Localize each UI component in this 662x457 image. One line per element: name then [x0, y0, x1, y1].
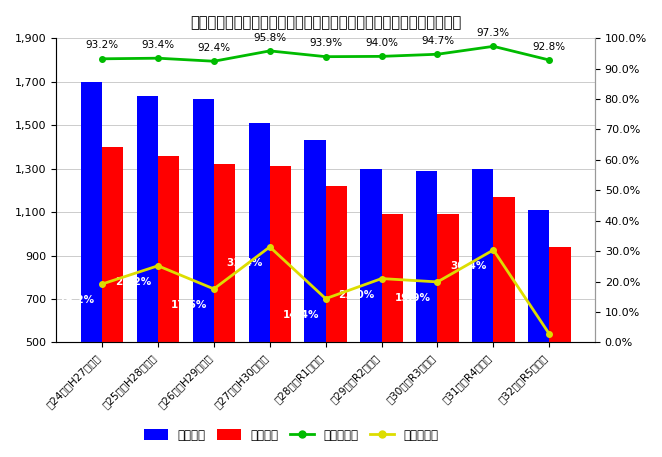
Bar: [416, 171, 438, 451]
Bar: [360, 169, 381, 451]
既卒合格率: [545, 331, 553, 337]
新卒合格率: [434, 52, 442, 57]
新卒合格率: [266, 48, 274, 53]
新卒合格率: [98, 56, 106, 62]
既卒合格率: [377, 276, 385, 282]
既卒合格率: [210, 286, 218, 292]
Text: 25.2%: 25.2%: [115, 277, 151, 287]
新卒合格率: [545, 57, 553, 63]
Text: 2.8%: 2.8%: [510, 345, 539, 355]
Text: 93.2%: 93.2%: [85, 41, 118, 50]
新卒合格率: [322, 54, 330, 59]
Line: 既卒合格率: 既卒合格率: [99, 244, 552, 337]
Bar: [326, 186, 347, 451]
Bar: [438, 214, 459, 451]
既卒合格率: [98, 282, 106, 287]
Bar: [158, 155, 179, 451]
Text: 92.4%: 92.4%: [197, 43, 230, 53]
新卒合格率: [210, 58, 218, 64]
Bar: [528, 210, 549, 451]
Text: 97.3%: 97.3%: [477, 28, 510, 38]
Text: 95.8%: 95.8%: [254, 32, 287, 43]
既卒合格率: [489, 247, 497, 253]
Bar: [214, 164, 235, 451]
Bar: [472, 169, 493, 451]
新卒合格率: [489, 43, 497, 49]
Text: 94.7%: 94.7%: [421, 36, 454, 46]
Bar: [102, 147, 123, 451]
Bar: [493, 197, 514, 451]
Bar: [81, 82, 102, 451]
Text: 19.2%: 19.2%: [59, 295, 95, 305]
Text: 14.4%: 14.4%: [283, 310, 319, 320]
Text: 31.4%: 31.4%: [226, 258, 263, 268]
Text: 93.4%: 93.4%: [142, 40, 175, 50]
Text: 92.8%: 92.8%: [533, 42, 566, 52]
既卒合格率: [322, 296, 330, 302]
Text: 17.6%: 17.6%: [171, 300, 207, 310]
新卒合格率: [154, 55, 162, 61]
Text: 30.4%: 30.4%: [450, 261, 487, 271]
Bar: [270, 166, 291, 451]
Bar: [137, 96, 158, 451]
Bar: [305, 140, 326, 451]
Title: あん摩マッサージ指圧師国家試験　受験者数と合格率（新卒と既卒）: あん摩マッサージ指圧師国家試験 受験者数と合格率（新卒と既卒）: [190, 15, 461, 30]
Line: 新卒合格率: 新卒合格率: [99, 43, 552, 64]
Text: 21.0%: 21.0%: [338, 290, 375, 300]
Bar: [381, 214, 403, 451]
Bar: [193, 99, 214, 451]
既卒合格率: [154, 263, 162, 269]
Legend: 受験者数, 合格者数, 新卒合格率, 既卒合格率: 受験者数, 合格者数, 新卒合格率, 既卒合格率: [140, 424, 443, 446]
Text: 94.0%: 94.0%: [365, 38, 398, 48]
既卒合格率: [434, 279, 442, 285]
新卒合格率: [377, 53, 385, 59]
Bar: [248, 123, 270, 451]
Text: 19.9%: 19.9%: [395, 293, 430, 303]
Bar: [549, 247, 571, 451]
Text: 93.9%: 93.9%: [309, 38, 342, 48]
既卒合格率: [266, 244, 274, 250]
